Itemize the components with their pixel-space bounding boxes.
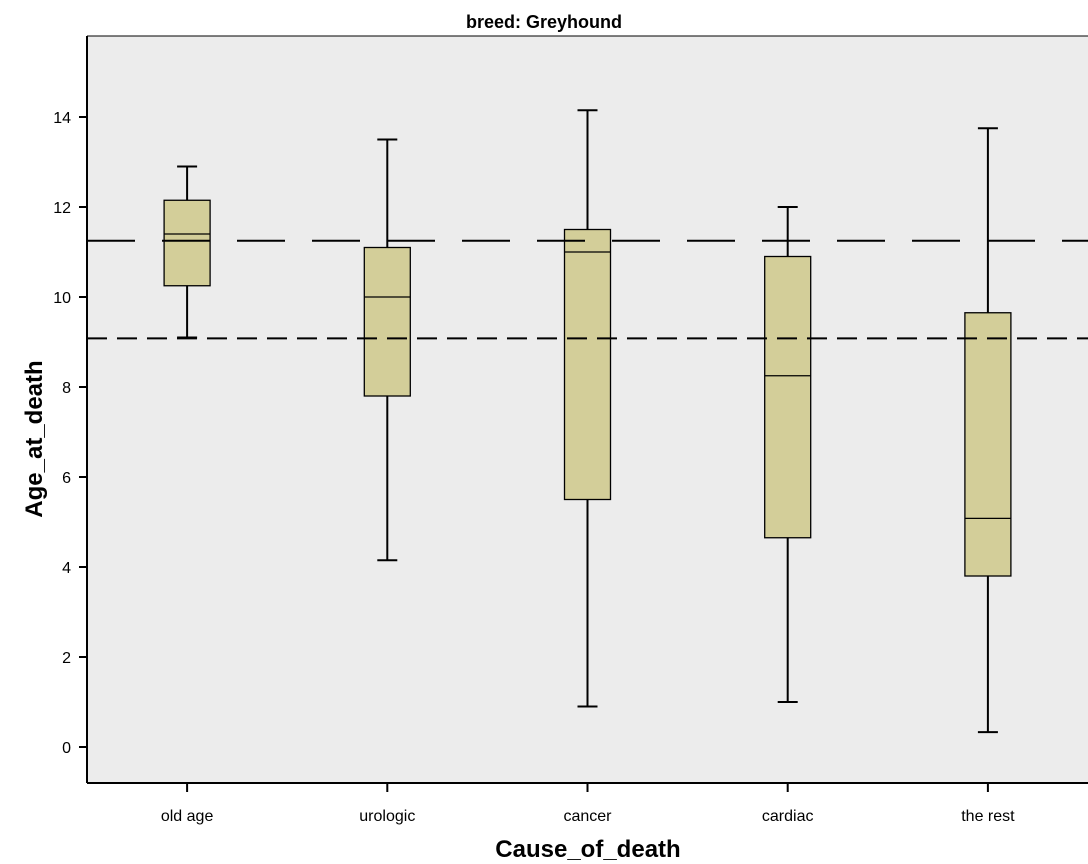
x-tick-label: the rest bbox=[961, 808, 1015, 825]
y-tick-label: 10 bbox=[53, 290, 71, 307]
axes: 0 2 4 6 8 10 12 14 old age urologic cancer cardiac t… bbox=[53, 35, 1088, 825]
y-tick-label: 8 bbox=[62, 380, 71, 397]
y-tick-label: 4 bbox=[62, 560, 71, 577]
box-body bbox=[363, 246, 411, 397]
x-axis-label: Cause_of_death bbox=[495, 836, 681, 863]
box-cardiac bbox=[764, 206, 812, 703]
box-series bbox=[163, 109, 1012, 734]
y-axis-label: Age_at_death bbox=[21, 360, 48, 518]
y-tick-label: 14 bbox=[53, 110, 71, 127]
y-tick-label: 2 bbox=[62, 650, 71, 667]
box-body bbox=[163, 199, 211, 287]
x-tick-label: cancer bbox=[563, 808, 612, 825]
box-body bbox=[563, 228, 612, 501]
y-tick-label: 0 bbox=[62, 740, 71, 757]
y-tick-label: 6 bbox=[62, 470, 71, 487]
box-cancer bbox=[563, 109, 612, 708]
box-old-age bbox=[163, 165, 211, 339]
box-body bbox=[764, 255, 812, 539]
x-tick-label: urologic bbox=[359, 808, 415, 825]
box-the-rest bbox=[964, 127, 1012, 734]
y-tick-label: 12 bbox=[53, 200, 71, 217]
chart-title: breed: Greyhound bbox=[465, 12, 622, 32]
x-tick-label: old age bbox=[161, 808, 214, 825]
x-tick-label: cardiac bbox=[762, 808, 814, 825]
box-urologic bbox=[363, 138, 411, 562]
box-body bbox=[964, 312, 1012, 577]
reference-lines bbox=[87, 239, 1088, 340]
